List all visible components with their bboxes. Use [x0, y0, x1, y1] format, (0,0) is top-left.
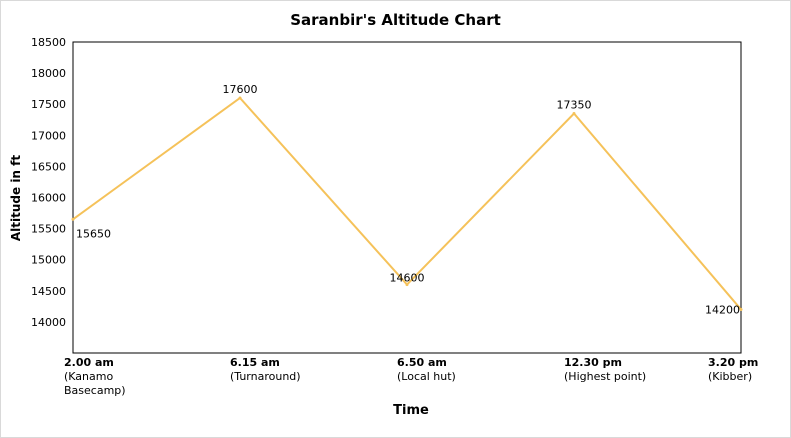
x-tick-place: (Kibber) [708, 370, 753, 383]
y-tick-label: 18000 [31, 67, 66, 80]
x-axis-label: Time [393, 403, 429, 418]
y-tick-label: 18500 [31, 36, 66, 49]
y-tick-label: 15000 [31, 254, 66, 267]
y-tick-label: 15500 [31, 223, 66, 236]
data-point [739, 307, 743, 311]
data-label: 15650 [76, 227, 111, 240]
x-tick-label: 2.00 am (Kanamo Basecamp) [64, 356, 144, 398]
x-tick-place: (Highest point) [564, 370, 647, 383]
data-points [71, 96, 743, 311]
data-label: 14200 [705, 303, 740, 316]
x-tick-place: (Turnaround) [230, 370, 301, 383]
x-tick-time: 12.30 pm [564, 356, 622, 369]
x-tick-place: (Kanamo Basecamp) [64, 370, 126, 397]
data-point [572, 112, 576, 116]
y-tick-label: 17000 [31, 129, 66, 142]
x-tick-label: 3.20 pm (Kibber) [708, 356, 788, 384]
data-point [71, 217, 75, 221]
y-tick-label: 16500 [31, 160, 66, 173]
x-tick-time: 2.00 am [64, 356, 114, 369]
y-tick-label: 14500 [31, 285, 66, 298]
data-labels: 15650 17600 14600 17350 14200 [76, 83, 740, 316]
data-label: 14600 [390, 272, 425, 285]
data-label: 17600 [223, 83, 258, 96]
y-tick-label: 16000 [31, 192, 66, 205]
x-tick-time: 6.50 am [397, 356, 447, 369]
x-tick-label: 6.15 am (Turnaround) [230, 356, 360, 384]
data-point [405, 283, 409, 287]
plot-border [72, 41, 742, 354]
chart-title: Saranbir's Altitude Chart [290, 11, 501, 29]
y-tick-label: 14000 [31, 316, 66, 329]
x-tick-label: 12.30 pm (Highest point) [564, 356, 694, 384]
x-tick-label: 6.50 am (Local hut) [397, 356, 527, 384]
y-tick-label: 17500 [31, 98, 66, 111]
x-tick-time: 3.20 pm [708, 356, 759, 369]
x-tick-place: (Local hut) [397, 370, 456, 383]
data-point [238, 96, 242, 100]
x-tick-time: 6.15 am [230, 356, 280, 369]
y-ticks: 18500 18000 17500 17000 16500 16000 15500 15000… [31, 36, 66, 329]
data-label: 17350 [557, 99, 592, 112]
